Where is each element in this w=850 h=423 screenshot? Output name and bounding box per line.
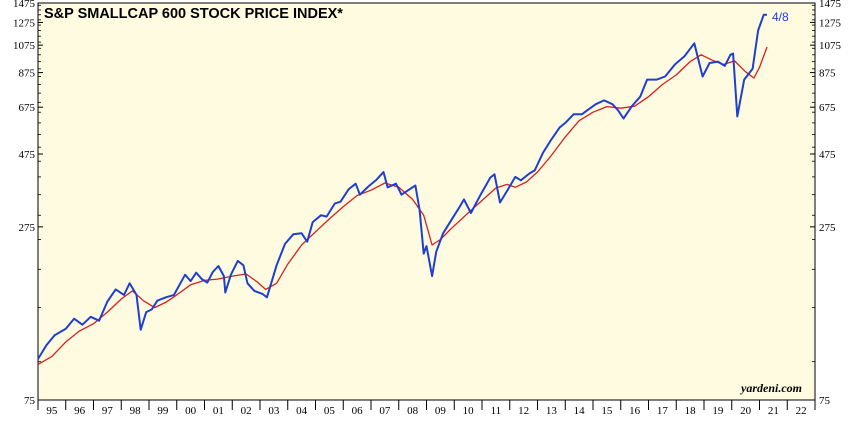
y-tick-label-right: 1475 [819, 0, 842, 10]
y-tick-label-left: 1075 [13, 40, 36, 52]
y-tick-label-left: 675 [19, 102, 36, 114]
y-tick-label-left: 75 [24, 395, 36, 407]
x-tick-label: 03 [268, 405, 280, 417]
x-tick-label: 99 [157, 405, 169, 417]
x-tick-label: 00 [185, 405, 197, 417]
x-tick-label: 05 [324, 405, 336, 417]
x-tick-label: 18 [685, 405, 697, 417]
x-tick-label: 20 [740, 405, 752, 417]
x-tick-label: 02 [241, 405, 252, 417]
x-tick-label: 08 [407, 405, 419, 417]
x-tick-label: 06 [352, 405, 364, 417]
y-tick-label-right: 475 [819, 149, 836, 161]
series-line-index [37, 13, 767, 360]
x-tick-label: 11 [491, 405, 502, 417]
y-axis: 75 75 275 275 475 475 675 675 875 875 1075 1075 1275… [13, 0, 842, 407]
x-tick-label: 13 [546, 405, 558, 417]
y-tick-label-right: 275 [819, 222, 836, 234]
x-tick-label: 16 [629, 405, 641, 417]
x-tick-label: 95 [46, 405, 58, 417]
x-tick-label: 12 [518, 405, 529, 417]
source-credit: yardeni.com [739, 381, 802, 395]
x-axis: 95 96 97 98 99 00 01 02 03 04 05 06 07 08 09 10 11 12 13 14… [37, 400, 816, 417]
x-tick-label: 98 [130, 405, 142, 417]
chart-title: S&P SMALLCAP 600 STOCK PRICE INDEX* [44, 6, 343, 22]
y-tick-label-right: 1275 [819, 17, 842, 29]
x-tick-label: 19 [712, 405, 724, 417]
date-annotation: 4/8 [772, 10, 789, 24]
x-tick-label: 21 [768, 405, 779, 417]
x-tick-label: 04 [296, 405, 308, 417]
y-tick-label-left: 275 [19, 222, 36, 234]
y-tick-label-right: 675 [819, 102, 836, 114]
x-tick-label: 22 [796, 405, 807, 417]
y-tick-label-right: 1075 [819, 40, 842, 52]
x-tick-label: 15 [601, 405, 613, 417]
x-tick-label: 14 [574, 405, 586, 417]
y-tick-label-left: 875 [19, 68, 36, 80]
x-tick-label: 97 [102, 405, 114, 417]
x-tick-label: 01 [213, 405, 224, 417]
y-tick-label-left: 1475 [13, 0, 36, 10]
plot-area [37, 2, 816, 401]
y-tick-label-left: 475 [19, 149, 36, 161]
x-tick-label: 07 [379, 405, 391, 417]
y-tick-label-right: 75 [819, 395, 831, 407]
x-tick-label: 09 [435, 405, 447, 417]
x-tick-label: 10 [463, 405, 475, 417]
x-tick-label: 17 [657, 405, 669, 417]
y-tick-label-right: 875 [819, 68, 836, 80]
y-tick-label-left: 1275 [13, 17, 36, 29]
series-group [37, 13, 768, 365]
x-tick-label: 96 [74, 405, 86, 417]
